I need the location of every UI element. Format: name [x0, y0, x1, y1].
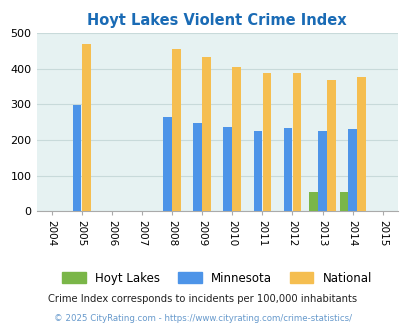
Bar	[82, 44, 90, 211]
Bar	[356, 77, 365, 211]
Bar	[72, 105, 81, 211]
Bar	[283, 128, 292, 211]
Bar	[232, 67, 241, 211]
Title: Hoyt Lakes Violent Crime Index: Hoyt Lakes Violent Crime Index	[87, 13, 346, 28]
Bar	[339, 192, 347, 211]
Legend: Hoyt Lakes, Minnesota, National: Hoyt Lakes, Minnesota, National	[58, 267, 376, 289]
Bar	[292, 73, 301, 211]
Bar	[253, 131, 262, 211]
Bar	[326, 81, 335, 211]
Bar	[318, 131, 326, 211]
Bar	[262, 73, 271, 211]
Bar	[202, 57, 211, 211]
Bar	[309, 192, 317, 211]
Text: Crime Index corresponds to incidents per 100,000 inhabitants: Crime Index corresponds to incidents per…	[48, 294, 357, 304]
Bar	[223, 127, 232, 211]
Text: © 2025 CityRating.com - https://www.cityrating.com/crime-statistics/: © 2025 CityRating.com - https://www.city…	[54, 314, 351, 323]
Bar	[163, 117, 171, 211]
Bar	[347, 129, 356, 211]
Bar	[193, 123, 201, 211]
Bar	[172, 49, 181, 211]
